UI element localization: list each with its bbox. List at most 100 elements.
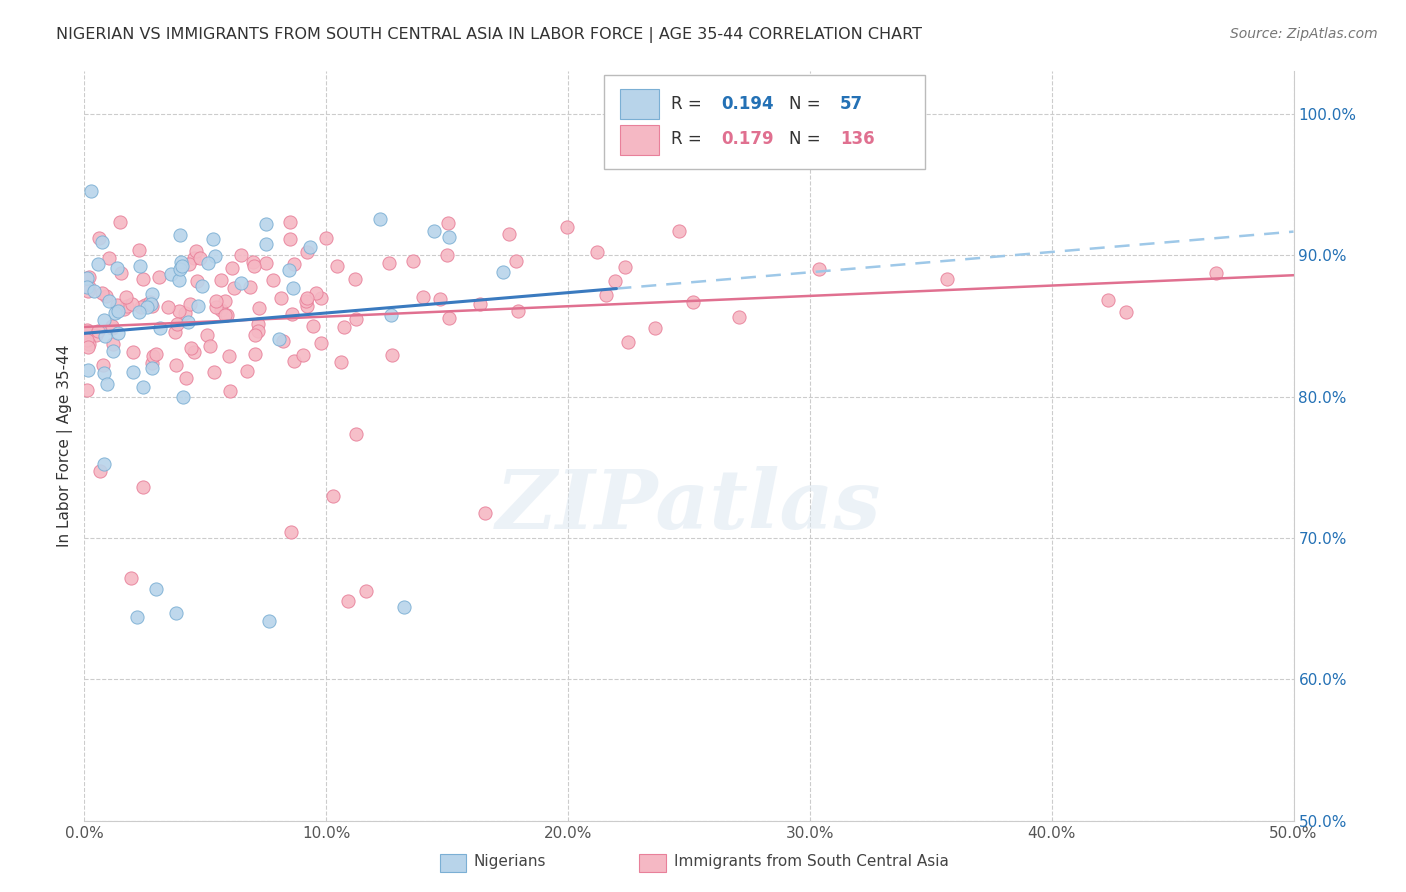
Point — [229, 248, 252, 262]
Point — [305, 285, 328, 300]
FancyBboxPatch shape — [620, 125, 659, 155]
Point — [89, 464, 111, 478]
Point — [76, 326, 98, 341]
Text: 57: 57 — [841, 95, 863, 112]
Point — [236, 363, 259, 377]
Point — [160, 268, 183, 282]
Point — [378, 256, 401, 270]
Point — [174, 370, 197, 384]
Text: 0.179: 0.179 — [721, 130, 775, 148]
Point — [380, 309, 402, 323]
FancyBboxPatch shape — [640, 854, 666, 871]
Point — [94, 329, 117, 343]
Point — [180, 341, 202, 355]
Point — [498, 227, 520, 241]
Point — [136, 301, 159, 315]
Text: ZIPatlas: ZIPatlas — [496, 466, 882, 546]
Point — [93, 358, 115, 372]
Point — [107, 326, 129, 340]
Point — [603, 274, 626, 288]
Point — [271, 334, 294, 349]
Point — [439, 230, 461, 244]
Point — [105, 260, 128, 275]
Text: 0.194: 0.194 — [721, 95, 775, 112]
Point — [281, 307, 304, 321]
Point — [204, 249, 226, 263]
Point — [326, 259, 349, 273]
Point — [141, 356, 163, 370]
Point — [145, 582, 167, 597]
Point — [344, 312, 367, 326]
Point — [682, 294, 704, 309]
Point — [190, 278, 212, 293]
Point — [169, 227, 191, 242]
Point — [555, 220, 578, 235]
Point — [218, 349, 240, 363]
Point — [474, 507, 496, 521]
Point — [125, 609, 148, 624]
FancyBboxPatch shape — [605, 75, 925, 169]
Point — [132, 379, 155, 393]
Point — [617, 334, 640, 349]
Point — [77, 336, 100, 351]
Point — [333, 320, 356, 334]
Text: 136: 136 — [841, 130, 875, 148]
Point — [121, 364, 143, 378]
Point — [343, 272, 366, 286]
Point — [505, 254, 527, 268]
Point — [167, 273, 190, 287]
Point — [1205, 266, 1227, 280]
Point — [79, 280, 101, 294]
Point — [114, 290, 136, 304]
Point — [239, 280, 262, 294]
Point — [104, 306, 127, 320]
Point — [247, 324, 270, 338]
Point — [1097, 293, 1119, 307]
Point — [134, 298, 156, 312]
Point — [1115, 304, 1137, 318]
Point — [128, 244, 150, 258]
Point — [394, 600, 416, 615]
Text: Nigerians: Nigerians — [474, 855, 546, 870]
Point — [254, 256, 277, 270]
Point — [229, 277, 252, 291]
Point — [197, 256, 219, 270]
Point — [142, 349, 165, 363]
Point — [423, 224, 446, 238]
Point — [112, 301, 135, 316]
Point — [301, 319, 323, 334]
Point — [337, 594, 360, 608]
Point — [121, 297, 143, 311]
Point — [278, 215, 301, 229]
Point — [117, 299, 139, 313]
Point — [198, 339, 221, 353]
Point — [242, 255, 264, 269]
Point — [129, 300, 152, 314]
Point — [586, 245, 609, 260]
Point — [76, 270, 98, 285]
Point — [295, 299, 318, 313]
Point — [177, 315, 200, 329]
Point — [247, 301, 270, 315]
Point — [221, 260, 243, 275]
Point — [165, 606, 187, 620]
Point — [166, 317, 188, 331]
Point — [184, 244, 207, 259]
Point — [131, 480, 153, 494]
Point — [295, 291, 318, 305]
Point — [412, 290, 434, 304]
Point — [188, 251, 211, 265]
Point — [470, 297, 492, 311]
Point — [91, 286, 114, 301]
Point — [98, 293, 121, 308]
Point — [96, 376, 118, 391]
Point — [165, 325, 187, 339]
Text: Immigrants from South Central Asia: Immigrants from South Central Asia — [675, 855, 949, 870]
Point — [149, 321, 172, 335]
Point — [101, 321, 124, 335]
Point — [344, 426, 367, 441]
Point — [83, 284, 105, 298]
Point — [278, 231, 301, 245]
Point — [315, 231, 337, 245]
Point — [76, 280, 98, 294]
